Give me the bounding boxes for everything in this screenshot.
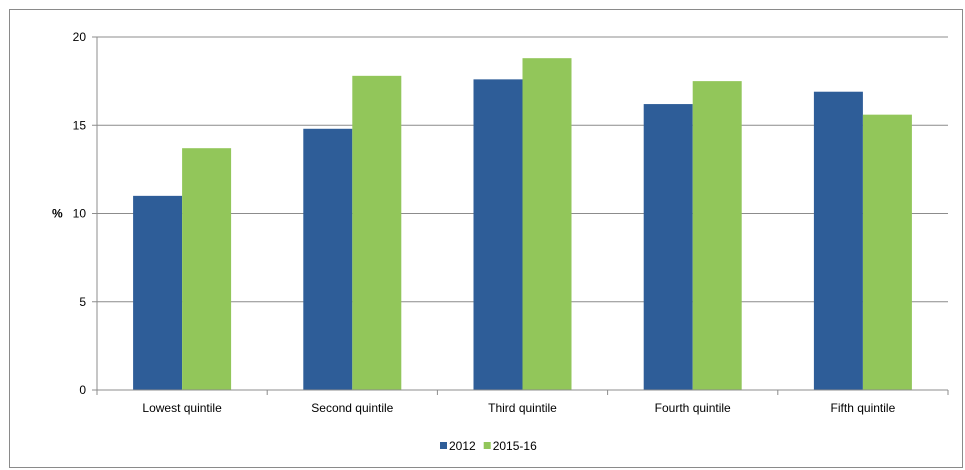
legend-label: 2015-16 xyxy=(493,439,537,453)
bars xyxy=(133,58,912,391)
bar-2015-16-4 xyxy=(862,114,912,390)
legend-swatch xyxy=(483,442,491,449)
bar-2012-0 xyxy=(133,195,183,390)
bar-2012-3 xyxy=(643,104,693,390)
y-tick-label: 15 xyxy=(73,118,87,132)
y-tick-label: 5 xyxy=(79,295,86,309)
x-category-label: Fourth quintile xyxy=(655,401,731,415)
x-category-label: Third quintile xyxy=(488,401,557,415)
x-category-label: Lowest quintile xyxy=(142,401,222,415)
x-category-label: Second quintile xyxy=(311,401,393,415)
bar-2012-2 xyxy=(473,79,523,391)
y-tick-label: 20 xyxy=(73,30,87,44)
bar-2015-16-1 xyxy=(352,75,402,390)
legend-swatch xyxy=(440,442,447,449)
legend-label: 2012 xyxy=(449,439,476,453)
y-tick-labels: 0 5 10 15 20 xyxy=(73,30,87,397)
bar-2015-16-0 xyxy=(182,148,232,390)
y-axis-label: % xyxy=(52,207,63,221)
y-tick-label: 10 xyxy=(73,207,87,221)
x-category-label: Fifth quintile xyxy=(831,401,896,415)
bar-2012-1 xyxy=(303,128,353,390)
bar-2012-4 xyxy=(813,91,863,390)
bar-2015-16-2 xyxy=(522,58,572,391)
legend: 2012 2015-16 xyxy=(440,439,537,453)
x-category-labels: Lowest quintile Second quintile Third quin… xyxy=(142,401,895,415)
bar-2015-16-3 xyxy=(692,81,742,390)
y-tick-label: 0 xyxy=(79,383,86,397)
axes xyxy=(96,37,949,395)
